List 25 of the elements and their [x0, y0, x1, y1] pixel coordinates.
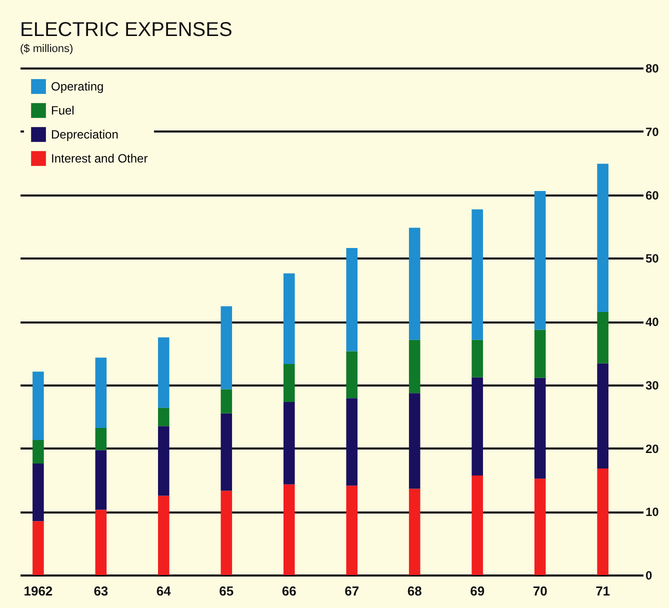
x-tick-label: 63 — [94, 584, 108, 598]
legend-label: Depreciation — [51, 128, 118, 142]
x-tick-label: 1962 — [24, 584, 53, 598]
legend-label: Fuel — [51, 104, 74, 118]
chart-title: ELECTRIC EXPENSES — [20, 19, 232, 41]
x-tick-label: 64 — [156, 584, 172, 598]
x-tick-label: 67 — [344, 584, 360, 598]
y-tick-label: 70 — [646, 124, 660, 139]
x-tick-label: 70 — [532, 584, 548, 598]
x-tick-label: 65 — [219, 584, 234, 598]
y-tick-label: 20 — [646, 442, 660, 456]
y-tick-label: 0 — [646, 568, 652, 582]
y-tick-label: 50 — [646, 252, 660, 266]
y-tick-label: 40 — [646, 315, 660, 329]
y-tick-label: 80 — [646, 62, 660, 76]
x-tick-label: 68 — [407, 584, 422, 598]
y-tick-label: 60 — [646, 188, 660, 202]
legend-label: Operating — [51, 80, 104, 94]
x-tick-label: 71 — [596, 584, 610, 598]
y-tick-label: 30 — [646, 378, 660, 392]
x-tick-label: 66 — [282, 584, 296, 598]
legend-label: Interest and Other — [51, 152, 148, 166]
chart-subtitle: ($ millions) — [20, 43, 74, 55]
y-tick-label: 10 — [646, 505, 660, 520]
x-tick-label: 69 — [470, 584, 485, 598]
